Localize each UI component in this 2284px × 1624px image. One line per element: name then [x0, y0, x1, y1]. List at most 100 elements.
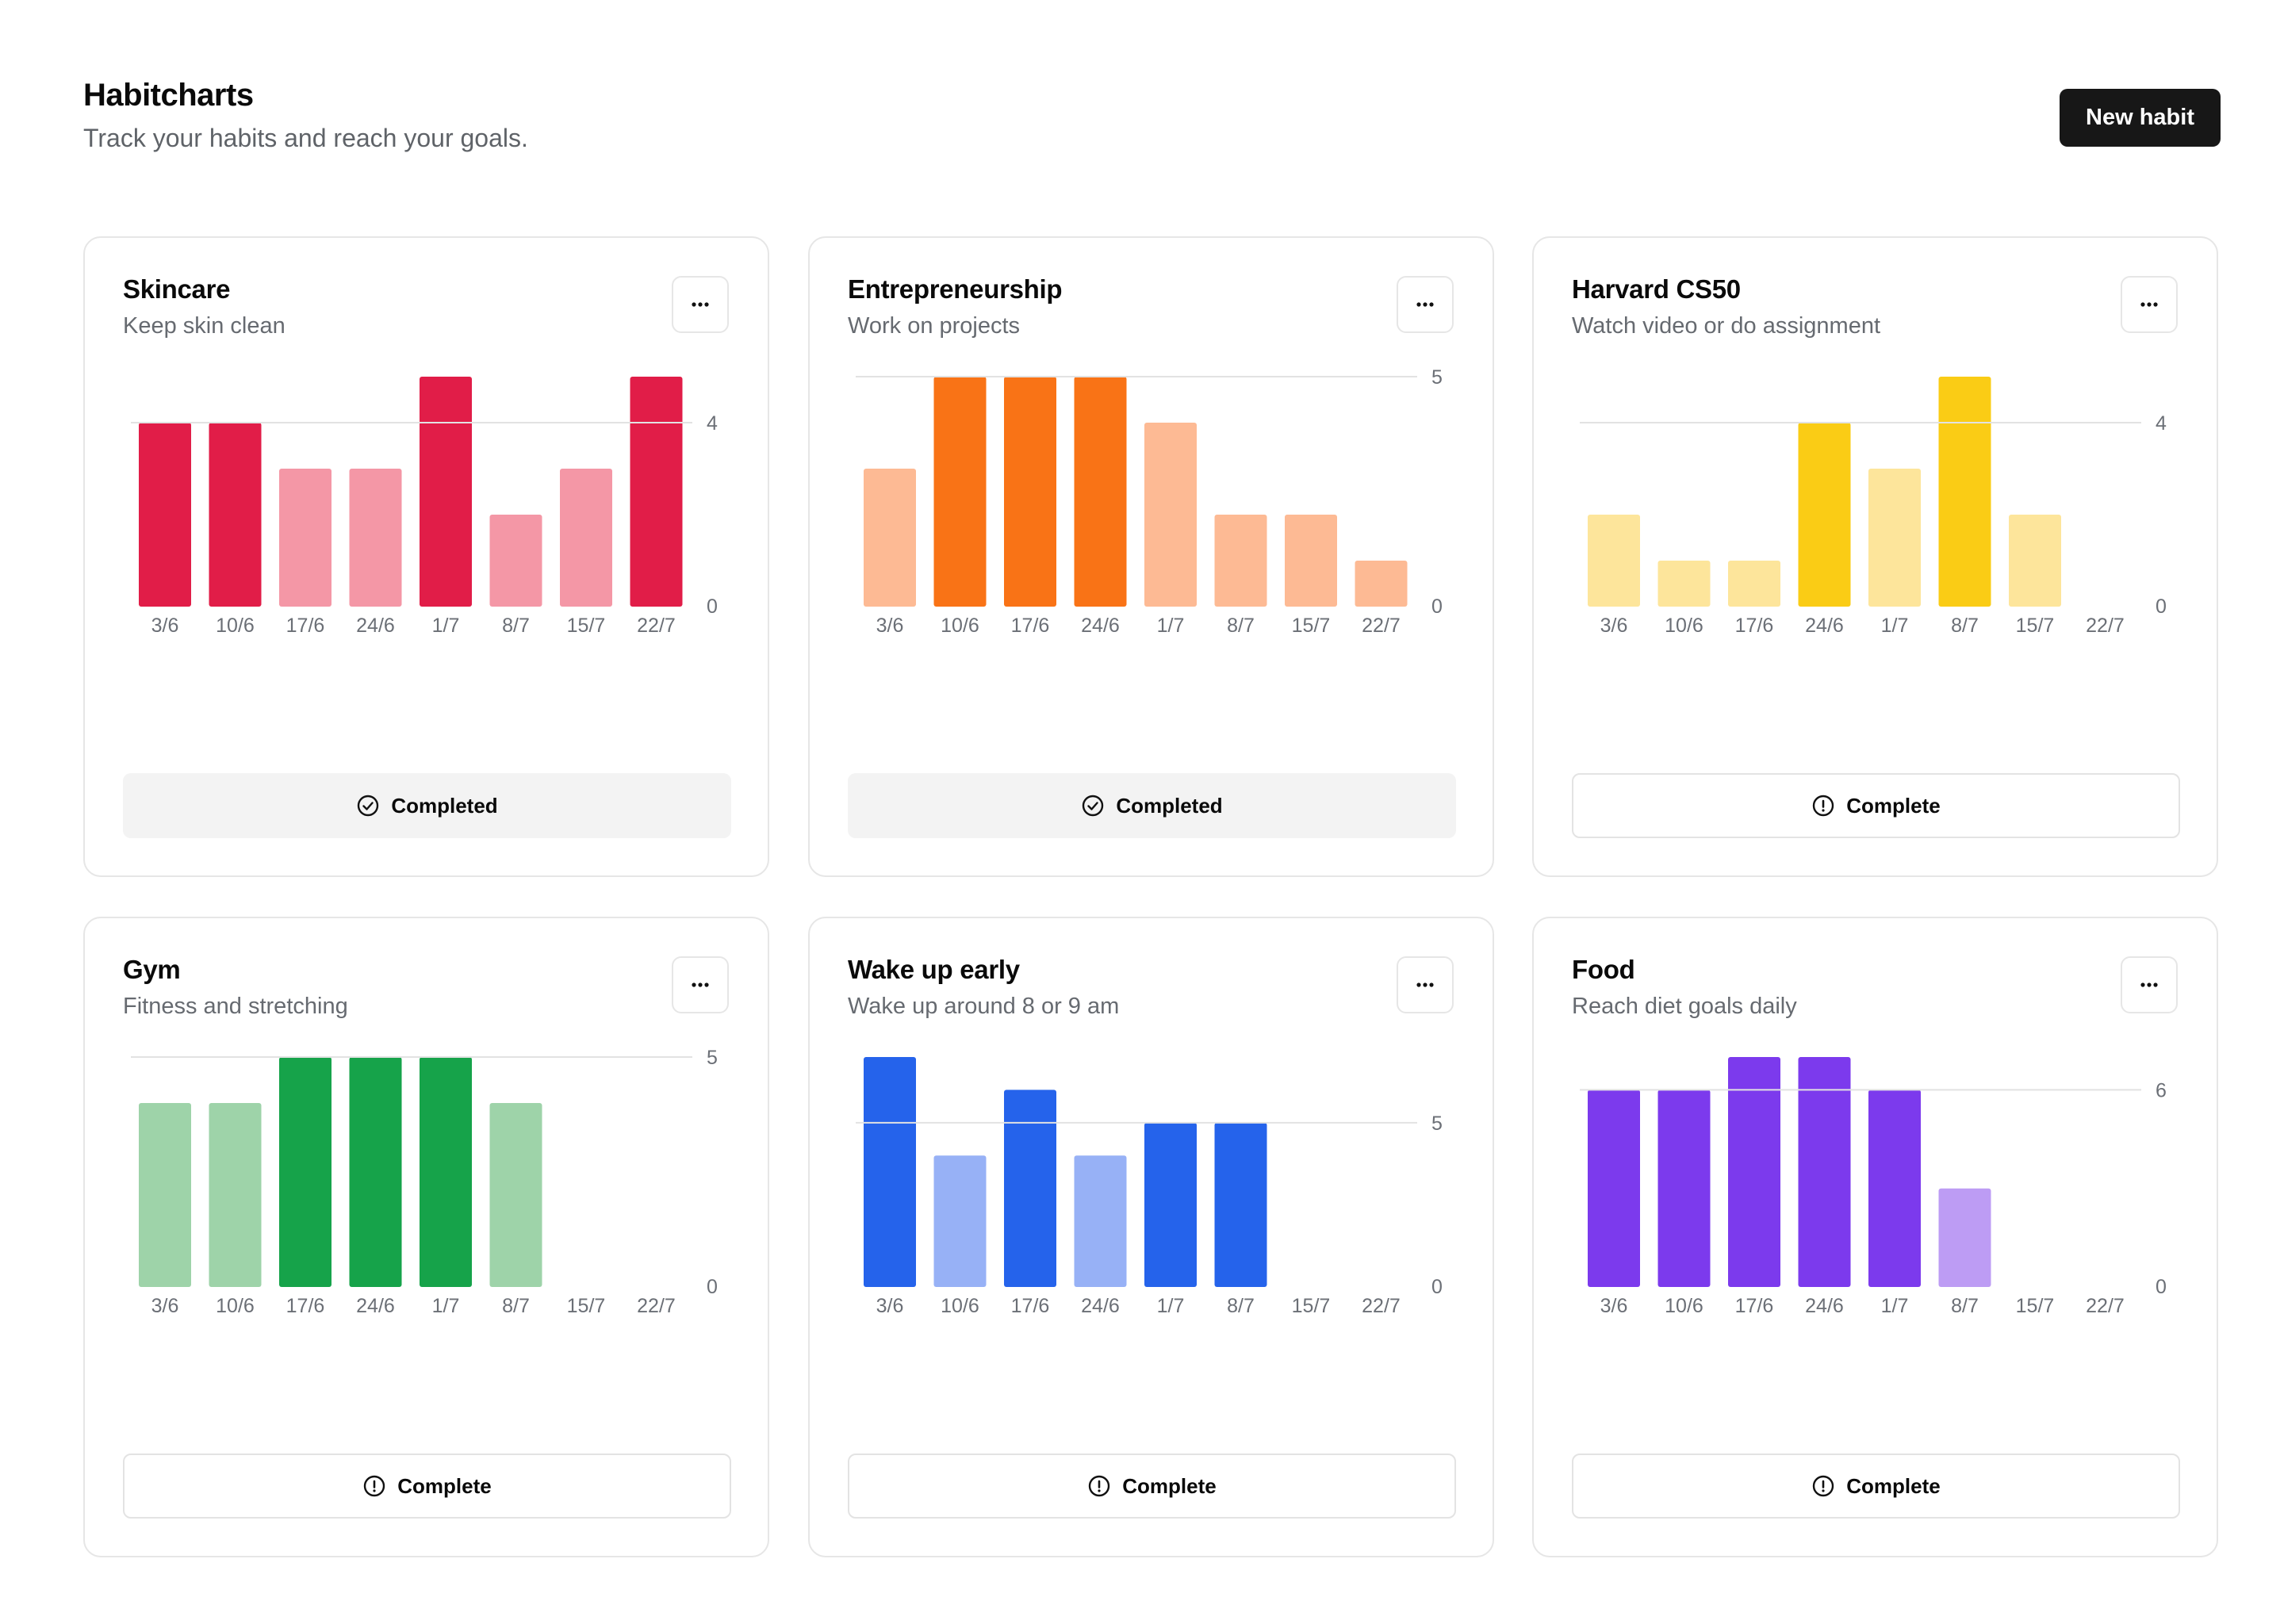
completed-status-button[interactable]: Completed	[123, 773, 731, 838]
status-label: Complete	[1122, 1473, 1217, 1498]
complete-habit-button[interactable]: Complete	[1572, 773, 2180, 838]
chart-bar	[1868, 469, 1921, 607]
habit-bar-chart: 3/6 10/6 17/6 24/6 1/7 8/7 15/7 22/7 0 5	[856, 1057, 1443, 1317]
more-horizontal-icon	[1416, 982, 1434, 987]
chart-bar	[1728, 1057, 1780, 1287]
x-tick-label: 1/7	[1157, 615, 1185, 637]
complete-habit-button[interactable]: Complete	[848, 1454, 1456, 1519]
habit-title: Harvard CS50	[1572, 274, 1741, 304]
habit-bar-chart: 3/6 10/6 17/6 24/6 1/7 8/7 15/7 22/7 0 4	[131, 377, 718, 637]
alert-circle-icon	[1813, 1475, 1834, 1497]
chart-bar	[1074, 1155, 1127, 1287]
y-tick-label: 0	[707, 596, 718, 618]
habit-description: Reach diet goals daily	[1572, 994, 1797, 1019]
chart-bar	[349, 1057, 402, 1287]
x-tick-label: 15/7	[567, 1295, 606, 1317]
habit-menu-button[interactable]	[672, 276, 729, 333]
habit-card: Skincare Keep skin clean 3/6 10/6 17/6 24/6 1/…	[83, 236, 769, 877]
habit-description: Wake up around 8 or 9 am	[848, 994, 1120, 1019]
habit-menu-button[interactable]	[1397, 276, 1454, 333]
x-tick-label: 10/6	[1665, 1295, 1703, 1317]
status-label: Complete	[1846, 793, 1941, 818]
habit-bar-chart: 3/6 10/6 17/6 24/6 1/7 8/7 15/7 22/7 0 5	[856, 366, 1443, 637]
chart-bar	[1004, 1090, 1056, 1287]
x-tick-label: 10/6	[216, 1295, 255, 1317]
x-tick-label: 22/7	[2086, 1295, 2125, 1317]
x-tick-label: 15/7	[1292, 1295, 1331, 1317]
habit-card: Gym Fitness and stretching 3/6 10/6 17/6 24/6…	[83, 917, 769, 1557]
y-tick-label: 0	[707, 1276, 718, 1298]
x-tick-label: 15/7	[2016, 1295, 2055, 1317]
x-tick-label: 15/7	[2016, 615, 2055, 637]
x-tick-label: 22/7	[1362, 615, 1401, 637]
chart-bar	[1798, 1057, 1851, 1287]
habit-menu-button[interactable]	[2121, 276, 2178, 333]
habit-menu-button[interactable]	[672, 956, 729, 1013]
x-tick-label: 1/7	[432, 1295, 460, 1317]
x-tick-label: 8/7	[502, 1295, 530, 1317]
chart-bar	[1938, 1188, 1991, 1287]
chart-bar	[489, 1103, 542, 1287]
more-horizontal-icon	[2140, 302, 2158, 307]
chart-bar	[1285, 515, 1337, 607]
habit-menu-button[interactable]	[1397, 956, 1454, 1013]
chart-bar	[630, 377, 683, 607]
chart-bar	[420, 1057, 472, 1287]
habit-bar-chart: 3/6 10/6 17/6 24/6 1/7 8/7 15/7 22/7 0 5	[131, 1047, 718, 1317]
x-tick-label: 1/7	[1157, 1295, 1185, 1317]
x-tick-label: 24/6	[1081, 615, 1120, 637]
habit-title: Food	[1572, 955, 1635, 984]
check-circle-icon	[1083, 795, 1104, 817]
chart-bar	[1657, 1090, 1711, 1287]
check-circle-icon	[358, 795, 379, 817]
completed-status-button[interactable]: Completed	[848, 773, 1456, 838]
x-tick-label: 24/6	[1081, 1295, 1120, 1317]
chart-bar	[1214, 515, 1267, 607]
chart-bar	[1004, 377, 1056, 607]
chart-bar	[1355, 561, 1408, 607]
y-tick-label: 5	[707, 1047, 718, 1069]
chart-bar	[1074, 377, 1127, 607]
habit-description: Watch video or do assignment	[1572, 313, 1881, 339]
y-tick-label: 0	[2156, 1276, 2167, 1298]
complete-habit-button[interactable]: Complete	[123, 1454, 731, 1519]
chart-bar	[1728, 561, 1780, 607]
x-tick-label: 10/6	[1665, 615, 1703, 637]
chart-bar	[1588, 515, 1640, 607]
more-horizontal-icon	[1416, 302, 1434, 307]
x-tick-label: 3/6	[876, 615, 904, 637]
habit-description: Keep skin clean	[123, 313, 286, 339]
habit-bar-chart: 3/6 10/6 17/6 24/6 1/7 8/7 15/7 22/7 0 6	[1580, 1057, 2167, 1317]
habit-card: Entrepreneurship Work on projects 3/6 10/6 1…	[808, 236, 1494, 877]
x-tick-label: 15/7	[1292, 615, 1331, 637]
x-tick-label: 17/6	[1011, 1295, 1050, 1317]
more-horizontal-icon	[692, 302, 709, 307]
x-tick-label: 17/6	[1735, 615, 1774, 637]
chart-bar	[1798, 423, 1851, 607]
new-habit-button[interactable]: New habit	[2060, 89, 2221, 147]
chart-bar	[1144, 423, 1197, 607]
chart-bar	[560, 469, 612, 607]
chart-bar	[1657, 561, 1711, 607]
chart-bar	[933, 377, 987, 607]
more-horizontal-icon	[692, 982, 709, 987]
habit-title: Wake up early	[848, 955, 1020, 984]
x-tick-label: 8/7	[1227, 1295, 1255, 1317]
chart-bar	[2009, 515, 2061, 607]
x-tick-label: 22/7	[1362, 1295, 1401, 1317]
habit-title: Gym	[123, 955, 181, 984]
chart-bar	[139, 423, 191, 607]
y-tick-label: 5	[1431, 366, 1443, 389]
habit-description: Fitness and stretching	[123, 994, 348, 1019]
alert-circle-icon	[364, 1475, 385, 1497]
chart-bar	[489, 515, 542, 607]
habit-title: Entrepreneurship	[848, 274, 1063, 304]
status-label: Complete	[1846, 1473, 1941, 1498]
complete-habit-button[interactable]: Complete	[1572, 1454, 2180, 1519]
x-tick-label: 3/6	[1600, 1295, 1628, 1317]
habit-bar-chart: 3/6 10/6 17/6 24/6 1/7 8/7 15/7 22/7 0 4	[1580, 377, 2167, 637]
chart-bar	[864, 469, 916, 607]
habit-menu-button[interactable]	[2121, 956, 2178, 1013]
y-tick-label: 6	[2156, 1079, 2167, 1101]
